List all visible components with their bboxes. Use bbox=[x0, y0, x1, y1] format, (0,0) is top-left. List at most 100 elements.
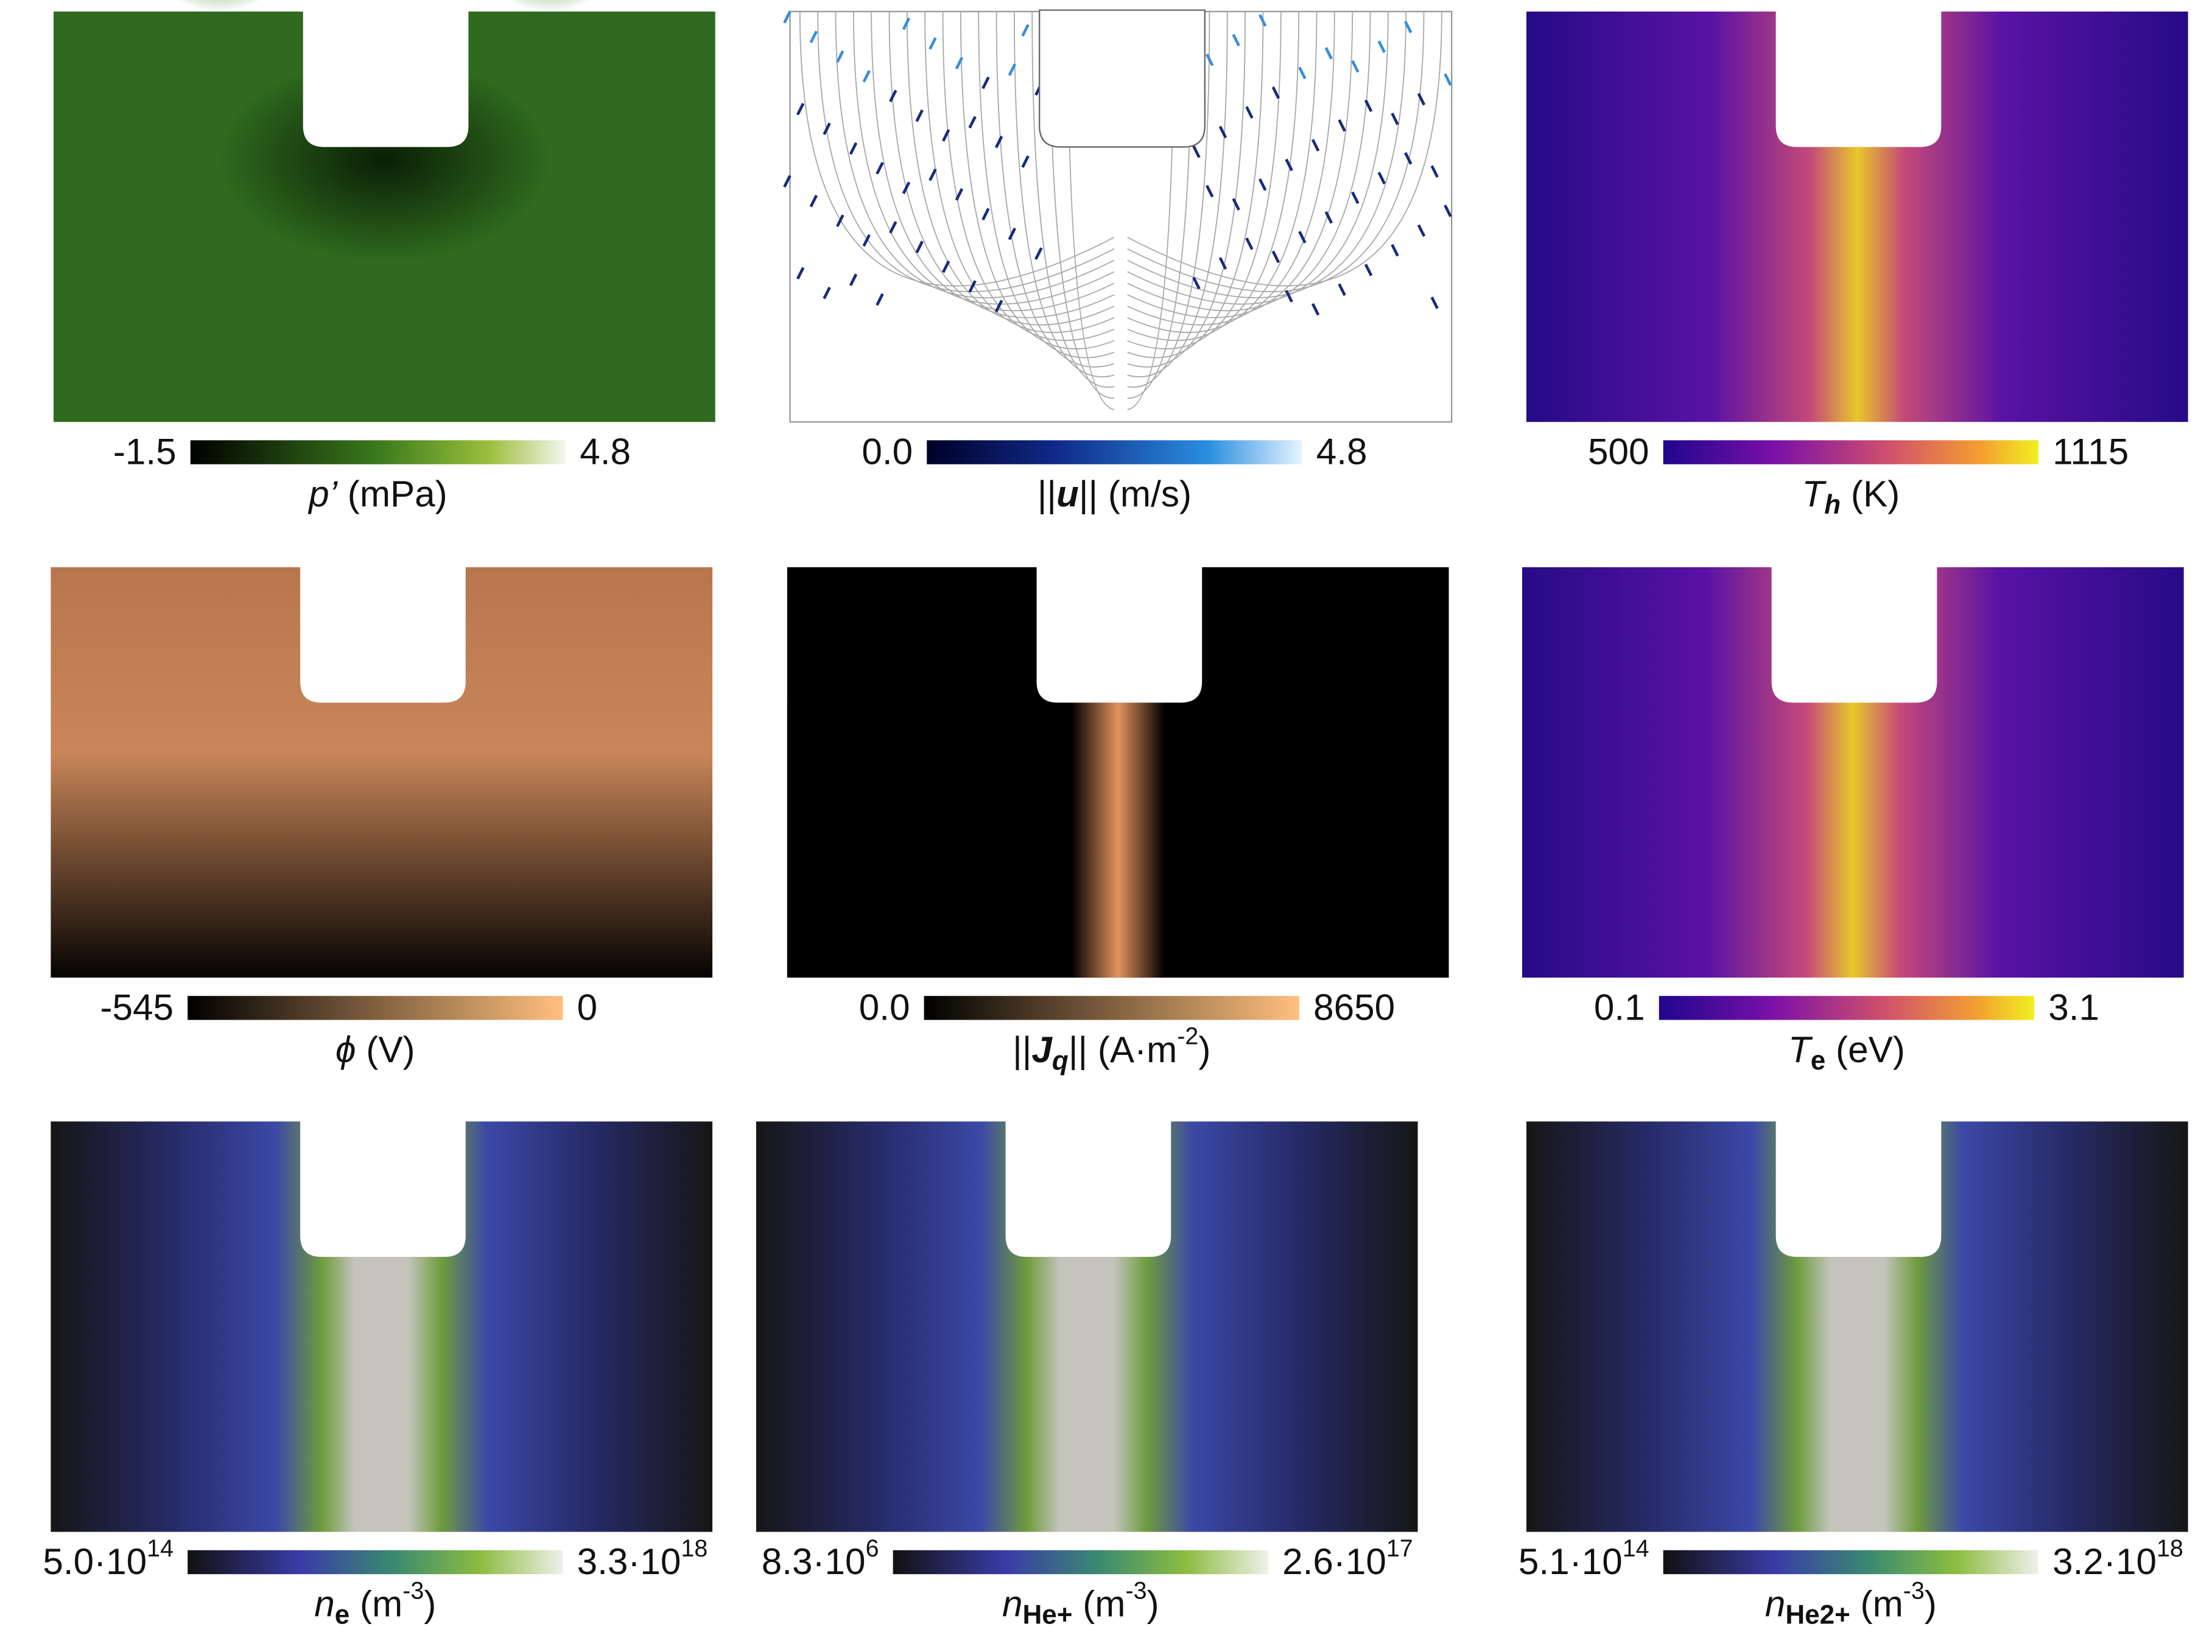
text-part: -3 bbox=[402, 1578, 424, 1605]
flow-arrow bbox=[1298, 66, 1307, 80]
streamline bbox=[1127, 11, 1425, 293]
colorbar-max: 0 bbox=[577, 986, 598, 1027]
flow-arrow bbox=[994, 299, 1003, 313]
text-part: 17 bbox=[1386, 1535, 1413, 1562]
field-shade bbox=[787, 702, 1449, 978]
flow-arrow bbox=[1258, 14, 1267, 27]
colorbar-label: ϕ (V) bbox=[335, 1029, 415, 1070]
streamline bbox=[1127, 11, 1318, 334]
streamline bbox=[1013, 11, 1115, 377]
text-part: 14 bbox=[1623, 1535, 1649, 1562]
text-part: 3.2·10 bbox=[2052, 1541, 2157, 1582]
flow-arrow bbox=[889, 89, 897, 102]
text-part: 0.0 bbox=[859, 986, 910, 1027]
streamline bbox=[1127, 11, 1354, 318]
text-part: 500 bbox=[1588, 430, 1649, 472]
flow-arrow bbox=[929, 168, 937, 181]
text-part: u bbox=[1056, 473, 1079, 514]
colorbar-min: 0.1 bbox=[1594, 986, 1645, 1027]
streamline bbox=[835, 11, 1115, 298]
text-part: n bbox=[1765, 1583, 1786, 1624]
flow-arrow bbox=[1232, 33, 1240, 47]
flow-arrow bbox=[1324, 211, 1333, 224]
electrode-notch bbox=[300, 1120, 466, 1257]
flow-arrow bbox=[1218, 125, 1227, 139]
colorbar-label: ne (m-3) bbox=[314, 1578, 436, 1630]
flow-arrow bbox=[1351, 191, 1360, 205]
flow-arrow bbox=[1391, 113, 1399, 125]
colorbar-max: 3.2·1018 bbox=[2052, 1535, 2183, 1582]
flow-arrow bbox=[1391, 243, 1399, 257]
flow-arrow bbox=[783, 10, 792, 24]
electrode-notch bbox=[1039, 9, 1206, 148]
flow-arrow bbox=[1258, 178, 1267, 191]
text-part: 8.3·10 bbox=[762, 1541, 866, 1582]
colorbar-label: Te (eV) bbox=[1788, 1029, 1905, 1076]
flow-arrow bbox=[823, 287, 831, 299]
colorbar-label: nHe+ (m-3) bbox=[1002, 1578, 1159, 1630]
field-shade bbox=[479, 0, 620, 68]
text-part: 2.6·10 bbox=[1282, 1541, 1386, 1582]
streamline bbox=[1127, 11, 1246, 368]
text-part: (K) bbox=[1841, 473, 1900, 514]
text-part: ) bbox=[424, 1583, 436, 1624]
streamline bbox=[871, 11, 1115, 312]
electrode-notch bbox=[303, 10, 469, 147]
flow-arrow bbox=[1338, 283, 1346, 296]
text-part: 5.0·10 bbox=[43, 1541, 147, 1582]
text-part: ) bbox=[1147, 1583, 1159, 1624]
colorbar-min: 500 bbox=[1588, 430, 1649, 472]
text-part: 4.8 bbox=[580, 430, 631, 472]
panel: 0.0 4.8 ||u|| (m/s) bbox=[783, 9, 1453, 514]
text-part: (V) bbox=[356, 1029, 415, 1070]
text-part: ϕ bbox=[335, 1029, 356, 1070]
electrode-notch bbox=[1005, 1120, 1171, 1257]
flow-arrow bbox=[836, 214, 844, 227]
flow-arrow bbox=[1430, 165, 1439, 178]
flow-arrow bbox=[1192, 145, 1201, 158]
field bbox=[789, 10, 1453, 423]
panel: 5.0·1014 3.3·1018 ne (m-3) bbox=[43, 1120, 713, 1630]
colorbar bbox=[893, 1550, 1268, 1575]
flow-arrow bbox=[876, 293, 884, 306]
streamline bbox=[1127, 11, 1442, 287]
flow-arrow bbox=[876, 162, 884, 175]
colorbar bbox=[188, 996, 563, 1020]
text-part: 14 bbox=[147, 1535, 174, 1562]
flow-arrow bbox=[1417, 93, 1426, 106]
text-part: q bbox=[1052, 1046, 1069, 1076]
flow-arrow bbox=[1245, 106, 1254, 119]
flow-arrow bbox=[1245, 237, 1254, 250]
streamline bbox=[995, 11, 1115, 368]
streamline bbox=[942, 11, 1115, 341]
flow-arrow bbox=[1324, 47, 1333, 60]
colorbar-max: 2.6·1017 bbox=[1282, 1535, 1413, 1582]
panel: 8.3·106 2.6·1017 nHe+ (m-3) bbox=[756, 1120, 1418, 1629]
flow-arrow bbox=[1430, 296, 1439, 309]
panel: 5.1·1014 3.2·1018 nHe2+ (m-3) bbox=[1519, 1120, 2188, 1629]
colorbar-min: 5.0·1014 bbox=[43, 1535, 174, 1582]
colorbar-label: ||Jq|| (A·m-2) bbox=[1013, 1023, 1210, 1076]
electrode-notch bbox=[1036, 565, 1203, 703]
flow-arrow bbox=[1444, 73, 1452, 86]
flow-arrow bbox=[1206, 54, 1214, 66]
text-part: n bbox=[314, 1583, 335, 1624]
text-part: -545 bbox=[100, 986, 174, 1027]
text-part: ) bbox=[1198, 1029, 1210, 1070]
text-part: || bbox=[1013, 1029, 1031, 1070]
flow-arrow bbox=[809, 30, 818, 43]
flow-arrow bbox=[1417, 224, 1426, 237]
colorbar bbox=[927, 440, 1302, 464]
flow-arrow bbox=[862, 234, 871, 247]
text-part: 0.0 bbox=[862, 430, 913, 472]
text-part: e bbox=[1811, 1046, 1825, 1076]
streamline bbox=[817, 11, 1115, 293]
text-part: 0.1 bbox=[1594, 986, 1645, 1027]
flow-arrow bbox=[902, 17, 911, 30]
colorbar bbox=[190, 440, 566, 464]
flow-arrow bbox=[1311, 303, 1320, 316]
panel: -545 0 ϕ (V) bbox=[51, 565, 713, 1070]
streamline bbox=[1127, 11, 1210, 388]
colorbar-max: 4.8 bbox=[1316, 430, 1368, 472]
